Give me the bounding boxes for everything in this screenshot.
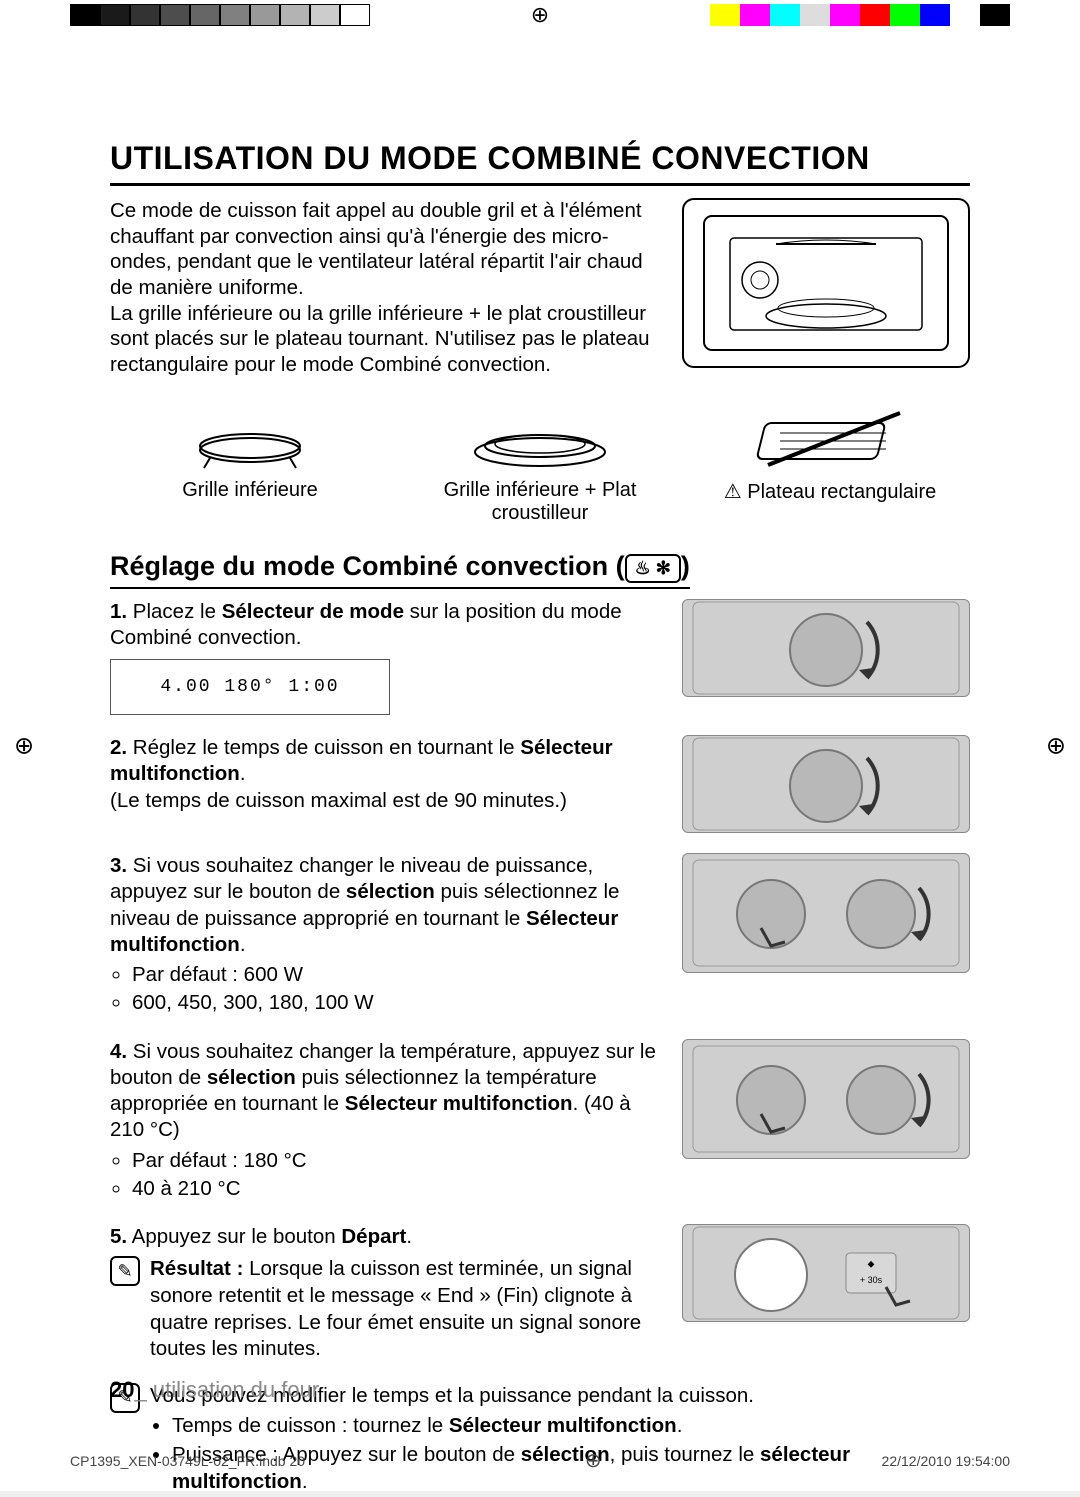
subsection-title: Réglage du mode Combiné convection (♨ ✻) [110,551,690,588]
section-title: UTILISATION DU MODE COMBINÉ CONVECTION [110,140,970,186]
bullet: Par défaut : 180 °C [132,1148,658,1174]
control-panel-illustration [682,853,970,973]
intro-text: Ce mode de cuisson fait appel au double … [110,198,654,377]
step: 3. Si vous souhaitez changer le niveau d… [110,853,970,1018]
microwave-interior-illustration [682,198,970,368]
control-panel-illustration [682,735,970,833]
bullet: Par défaut : 600 W [132,962,658,988]
oven-display-panel: 4.00 180° 1:00 [110,659,390,715]
accessory-row: Grille inférieure Grille inférieure + Pla… [110,401,970,525]
step: 5. Appuyez sur le bouton Départ.✎Résulta… [110,1224,970,1363]
registration-mark-bottom: ⊕ [305,1448,881,1473]
warning-icon: ⚠ [724,481,742,503]
registration-mark-left: ⊕ [14,731,34,760]
bullet: 40 à 210 °C [132,1176,658,1202]
subsection-text: Réglage du mode Combiné convection [110,551,608,581]
registration-mark-right: ⊕ [1046,731,1066,760]
accessory-label: Plateau rectangulaire [747,481,936,503]
step: 4. Si vous souhaitez changer la températ… [110,1039,970,1204]
page-number: 20 [110,1377,134,1402]
control-panel-illustration: ⬥ + 30s [682,1224,970,1322]
control-panel-illustration [682,1039,970,1159]
bullet: Temps de cuisson : tournez le Sélecteur … [172,1413,970,1440]
registration-grays [70,4,370,26]
oven-svg [696,208,956,358]
accessory-item: ⚠ Plateau rectangulaire [690,401,970,525]
svg-text:+ 30s: + 30s [860,1275,883,1285]
step: 1. Placez le Sélecteur de mode sur la po… [110,599,970,715]
print-file: CP1395_XEN-03749L-02_FR.indb 20 [70,1453,305,1469]
footer-section: utilisation du four [153,1377,319,1402]
mode-icon: ♨ ✻ [625,554,681,583]
print-footer: CP1395_XEN-03749L-02_FR.indb 20 ⊕ 22/12/… [0,1448,1080,1473]
registration-mark-top: ⊕ [531,2,549,28]
accessory-item: Grille inférieure + Plat croustilleur [400,401,680,525]
page-footer: 20_ utilisation du four [110,1377,319,1403]
manual-page: ⊕ ⊕ ⊕ UTILISATION DU MODE COMBINÉ CONVEC… [0,0,1080,1491]
note-icon: ✎ [110,1256,140,1286]
registration-strip: ⊕ [0,0,1080,30]
control-panel-illustration [682,599,970,697]
registration-colors [710,4,1010,26]
accessory-item: Grille inférieure [110,401,390,525]
print-date: 22/12/2010 19:54:00 [882,1453,1010,1469]
accessory-label: Grille inférieure [182,479,318,501]
accessory-label: Grille inférieure + Plat croustilleur [444,479,637,524]
steps-list: 1. Placez le Sélecteur de mode sur la po… [110,599,970,1363]
bullet: 600, 450, 300, 180, 100 W [132,990,658,1016]
step: 2. Réglez le temps de cuisson en tournan… [110,735,970,833]
svg-text:⬥: ⬥ [868,1259,875,1270]
